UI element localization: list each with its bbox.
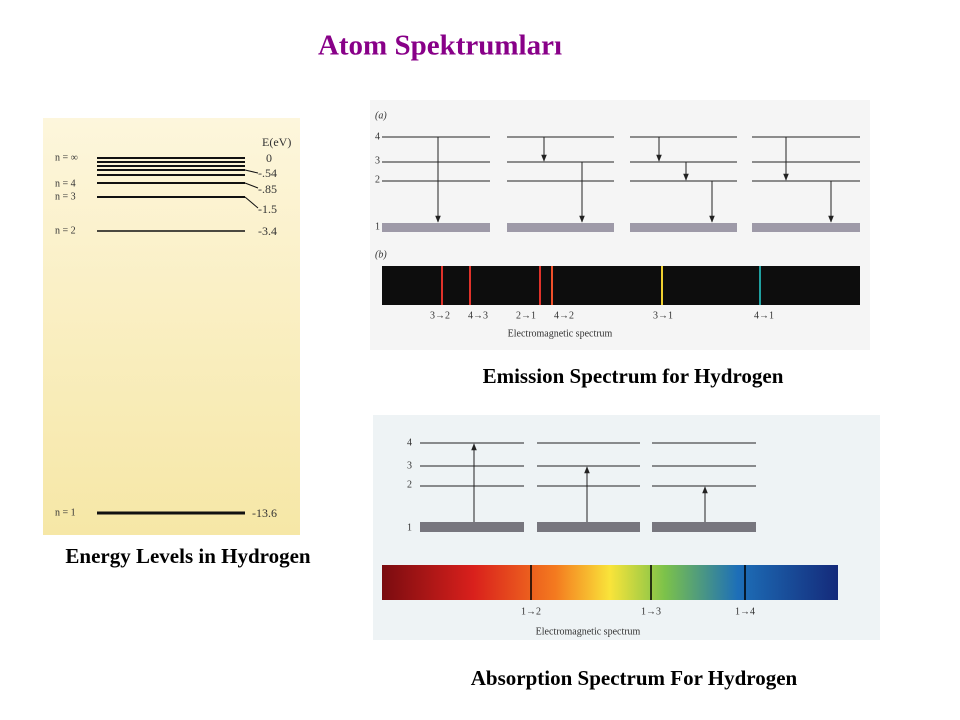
transition-label: 4→3 <box>468 310 488 321</box>
level-label: n = ∞ <box>55 152 78 163</box>
level-label: n = 2 <box>55 225 76 236</box>
level-label: 2 <box>375 174 380 185</box>
level-label: 4 <box>407 437 412 448</box>
transition-label: 4→1 <box>754 310 774 321</box>
energy-value: -3.4 <box>258 224 277 238</box>
transition-label: 3→2 <box>430 310 450 321</box>
energy-levels-figure: E(eV) n = ∞ n = 4 n = 3 n = 2 n = 1 0 -.… <box>43 118 300 535</box>
absorption-figure: 4 3 2 1 1→2 1→3 1→4 Electromagnetic <box>373 415 880 640</box>
figure-background <box>43 118 300 535</box>
level-label: 2 <box>407 479 412 490</box>
energy-value: 0 <box>266 151 272 165</box>
level-label: 4 <box>375 131 380 142</box>
leader-lines <box>244 169 259 209</box>
level-label: 3 <box>407 460 412 471</box>
caption: Energy Levels in Hydrogen <box>65 544 311 568</box>
level-label: n = 4 <box>55 178 76 189</box>
level-diagram <box>382 136 860 232</box>
level-label: 3 <box>375 155 380 166</box>
level-lines <box>97 157 245 515</box>
absorption-lines <box>530 565 746 600</box>
caption: Absorption Spectrum For Hydrogen <box>471 666 798 690</box>
level-label: 1 <box>375 221 380 232</box>
slide-title: Atom Spektrumları <box>318 30 562 62</box>
unit-label: E(eV) <box>262 135 291 149</box>
caption: Emission Spectrum for Hydrogen <box>483 364 784 388</box>
spectral-lines <box>441 266 761 305</box>
level-label: n = 3 <box>55 191 76 202</box>
transition-label: 1→4 <box>735 606 755 617</box>
emission-figure: (a) 4 3 2 1 (b) <box>370 100 870 350</box>
axis-label: Electromagnetic spectrum <box>508 328 613 339</box>
energy-value: -13.6 <box>252 506 277 520</box>
transition-label: 4→2 <box>554 310 574 321</box>
energy-value: -1.5 <box>258 202 277 216</box>
energy-value: -.85 <box>258 182 277 196</box>
transition-label: 1→2 <box>521 606 541 617</box>
transition-label: 1→3 <box>641 606 661 617</box>
panel-label: (a) <box>375 110 387 121</box>
level-label: 1 <box>407 522 412 533</box>
panel-label: (b) <box>375 249 387 260</box>
axis-label: Electromagnetic spectrum <box>536 626 641 637</box>
level-label: n = 1 <box>55 507 76 518</box>
transition-label: 2→1 <box>516 310 536 321</box>
transition-label: 3→1 <box>653 310 673 321</box>
absorption-spectrum <box>382 565 838 600</box>
level-diagram <box>420 442 756 532</box>
emission-spectrum <box>382 266 860 305</box>
energy-value: -.54 <box>258 166 277 180</box>
